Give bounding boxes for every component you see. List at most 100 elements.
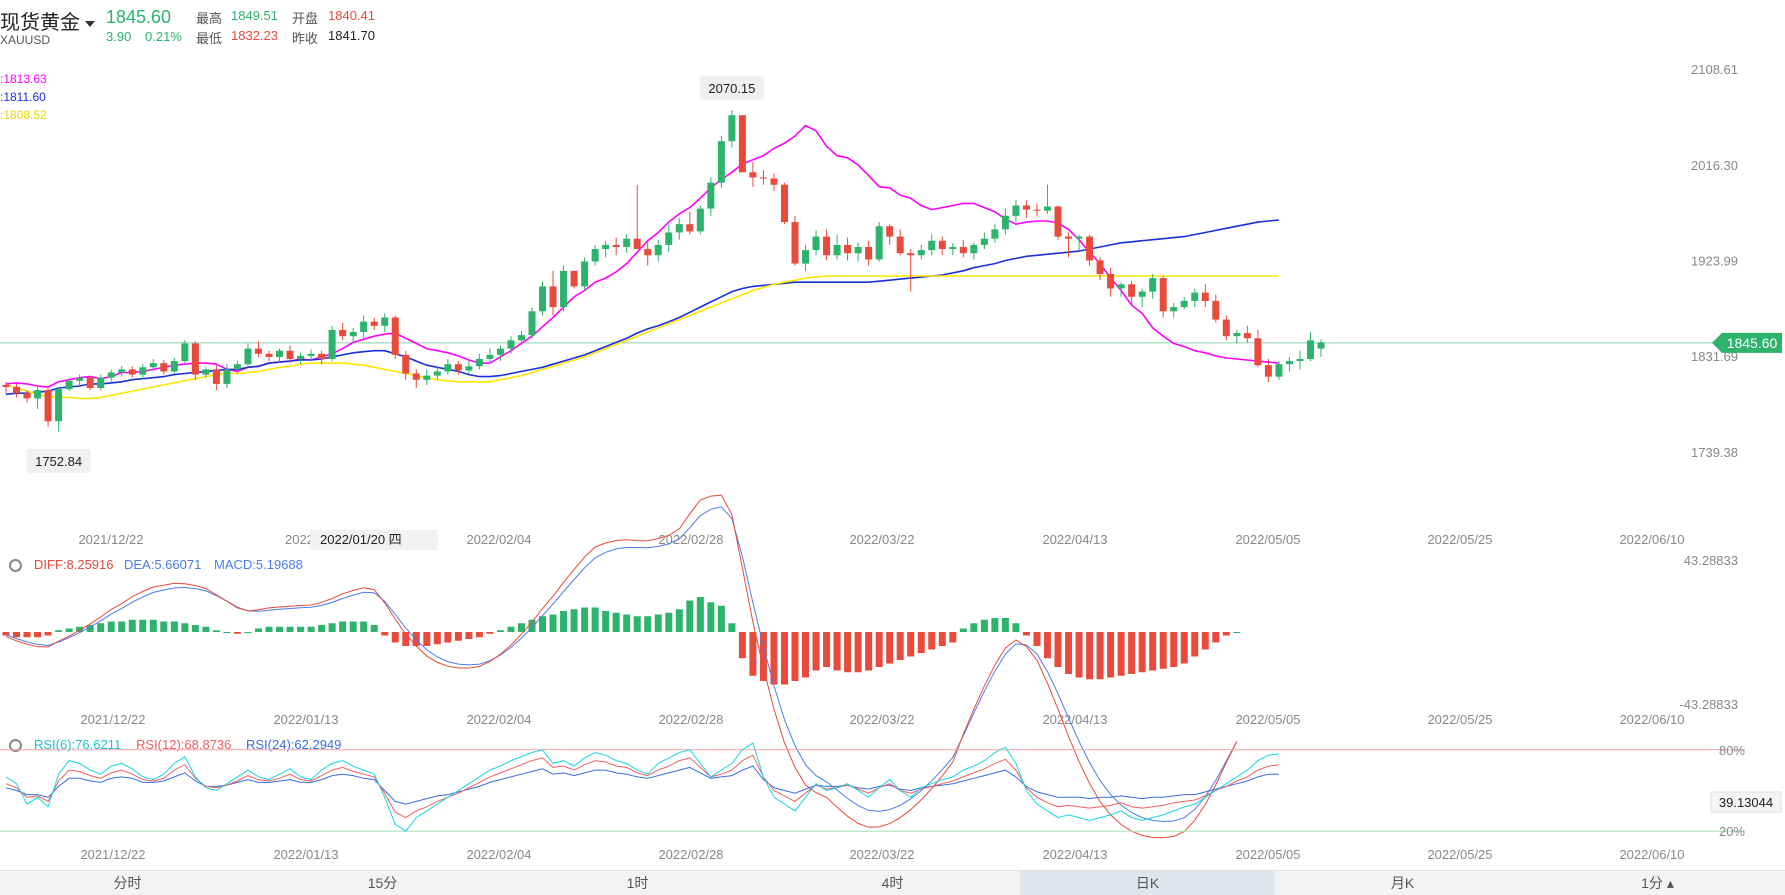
candle-body — [286, 350, 294, 360]
tab-1[interactable]: 15分 — [367, 875, 398, 891]
candle-body — [1086, 236, 1094, 261]
candle-body — [728, 115, 736, 142]
macd-bar — [212, 630, 220, 632]
candle-body — [1033, 209, 1041, 211]
date-axis-rsi-label: 2022/04/13 — [1042, 847, 1107, 862]
candle-body — [812, 236, 820, 251]
macd-bar — [160, 621, 168, 632]
tab-6[interactable]: 1分 ▴ — [1641, 875, 1674, 891]
candle-body — [34, 390, 42, 399]
candle-body — [1285, 361, 1293, 365]
macd-bar — [738, 632, 746, 659]
macd-bar — [139, 619, 147, 632]
candle-body — [1170, 307, 1178, 312]
candle-body — [1054, 206, 1062, 237]
last-price: 1845.60 — [106, 7, 172, 27]
candle-body — [1075, 236, 1083, 239]
candle-body — [118, 369, 126, 373]
candle-body — [644, 249, 652, 256]
candle-body — [507, 340, 515, 349]
date-axis-macd-label: 2022/02/04 — [466, 712, 531, 727]
candle-body — [55, 389, 63, 422]
date-axis-macd-label: 2022/02/28 — [658, 712, 723, 727]
macd-bar — [623, 614, 631, 632]
candle-body — [959, 246, 967, 254]
candle-body — [360, 321, 368, 333]
candle-body — [1159, 278, 1167, 312]
macd-bar — [517, 623, 525, 632]
instrument-selector[interactable]: 现货黄金 — [0, 6, 95, 35]
candle-body — [928, 240, 936, 251]
low-marker-box — [26, 449, 91, 474]
macd-bar — [844, 632, 852, 673]
date-axis-rsi-label: 2022/01/13 — [273, 847, 338, 862]
macd-bar — [55, 630, 63, 632]
candle-body — [570, 270, 578, 287]
chevron-down-icon[interactable] — [85, 20, 95, 27]
macd-bar — [770, 632, 778, 685]
candle-body — [212, 369, 220, 384]
macd-bar — [339, 621, 347, 632]
candle-body — [1264, 365, 1272, 377]
macd-bar — [1107, 632, 1115, 678]
rsi6-label: RSI(6):76.6211 — [34, 737, 122, 752]
macd-axis-bottom: -43.28833 — [1679, 697, 1738, 712]
macd-bar — [202, 626, 210, 632]
candle-body — [465, 366, 473, 371]
macd-bar — [665, 612, 673, 632]
price-change-pct: 0.21% — [145, 29, 182, 44]
candle-body — [591, 249, 599, 262]
candle-body — [297, 355, 305, 360]
macd-settings-gear-icon[interactable] — [9, 559, 22, 572]
chart-canvas[interactable]: 2108.61 2016.30 1923.99 1831.69 1739.38 2070.… — [0, 0, 1785, 870]
candle-body — [823, 236, 831, 256]
tab-2[interactable]: 1时 — [626, 875, 649, 891]
macd-bar — [86, 625, 94, 632]
candle-body — [349, 332, 357, 337]
tab-5[interactable]: 月K — [1390, 875, 1415, 891]
macd-bar — [539, 616, 547, 632]
tab-4[interactable]: 日K — [1020, 871, 1275, 895]
instrument-symbol: XAUUSD — [0, 33, 51, 47]
macd-bar — [980, 619, 988, 632]
macd-bar — [444, 632, 452, 643]
candle-body — [539, 286, 547, 312]
candle-body — [623, 238, 631, 247]
candle-body — [276, 350, 284, 357]
date-axis-rsi-label: 2022/06/10 — [1619, 847, 1684, 862]
macd-bar — [717, 605, 725, 632]
candle-body — [665, 232, 673, 245]
macd-bar — [412, 632, 420, 646]
high-marker-label: 2070.15 — [708, 81, 755, 96]
macd-bar — [1086, 632, 1094, 680]
macd-bar — [1138, 632, 1146, 673]
macd-bar — [170, 621, 178, 632]
macd-bar — [1075, 632, 1083, 678]
candle-body — [780, 184, 788, 223]
candle-body — [160, 363, 168, 372]
macd-bar — [254, 628, 262, 632]
macd-bar — [233, 632, 241, 634]
macd-value-label: MACD:5.19688 — [214, 557, 303, 572]
candle-body — [886, 226, 894, 237]
macd-bar — [454, 632, 462, 641]
macd-bar — [1022, 632, 1030, 636]
macd-bar — [1117, 632, 1125, 676]
candle-body — [1096, 260, 1104, 274]
high-label: 最高 — [196, 11, 223, 26]
date-axis-macd-label: 2022/06/10 — [1619, 712, 1684, 727]
macd-bar — [128, 619, 136, 632]
macd-bar — [1001, 618, 1009, 632]
macd-bar — [433, 632, 441, 645]
low-label: 最低 — [196, 31, 223, 46]
rsi-settings-gear-icon[interactable] — [9, 739, 22, 752]
tab-3[interactable]: 4时 — [881, 875, 904, 891]
macd-bar — [181, 623, 189, 632]
date-axis-main-label: 2022/04/13 — [1042, 532, 1107, 547]
tab-0[interactable]: 分时 — [113, 875, 142, 891]
rsi-value-box — [1710, 791, 1782, 813]
macd-bar — [602, 611, 610, 632]
rsi24-label: RSI(24):62.2949 — [246, 737, 342, 752]
candle-body — [2, 384, 10, 388]
date-axis-rsi-label: 2021/12/22 — [80, 847, 145, 862]
